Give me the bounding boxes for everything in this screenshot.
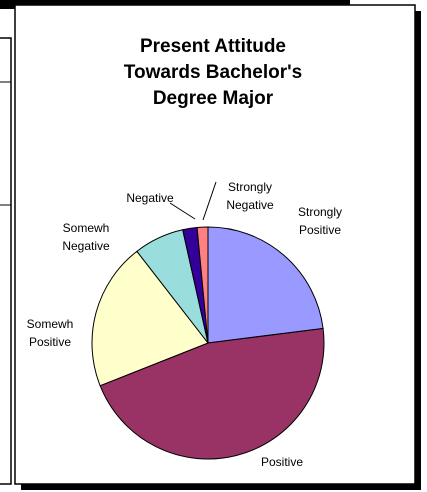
leader-line [202,181,217,221]
slice-label: Strongly Positive [297,205,343,237]
pie-slice [207,226,324,344]
slice-label: Somewh Positive [26,317,74,349]
leader-line [169,202,196,220]
slice-label: Positive [260,455,304,469]
slice-label: Strongly Negative [226,180,274,212]
chart-title: Present Attitude Towards Bachelor's Degr… [123,36,303,109]
pie-slice [196,226,209,344]
slice-label: Negative [126,191,174,205]
pie-slice [99,327,325,460]
slice-label: Somewh Negative [62,221,110,253]
side-panel [0,37,12,485]
pie [91,226,325,460]
pie-slice [91,250,209,387]
